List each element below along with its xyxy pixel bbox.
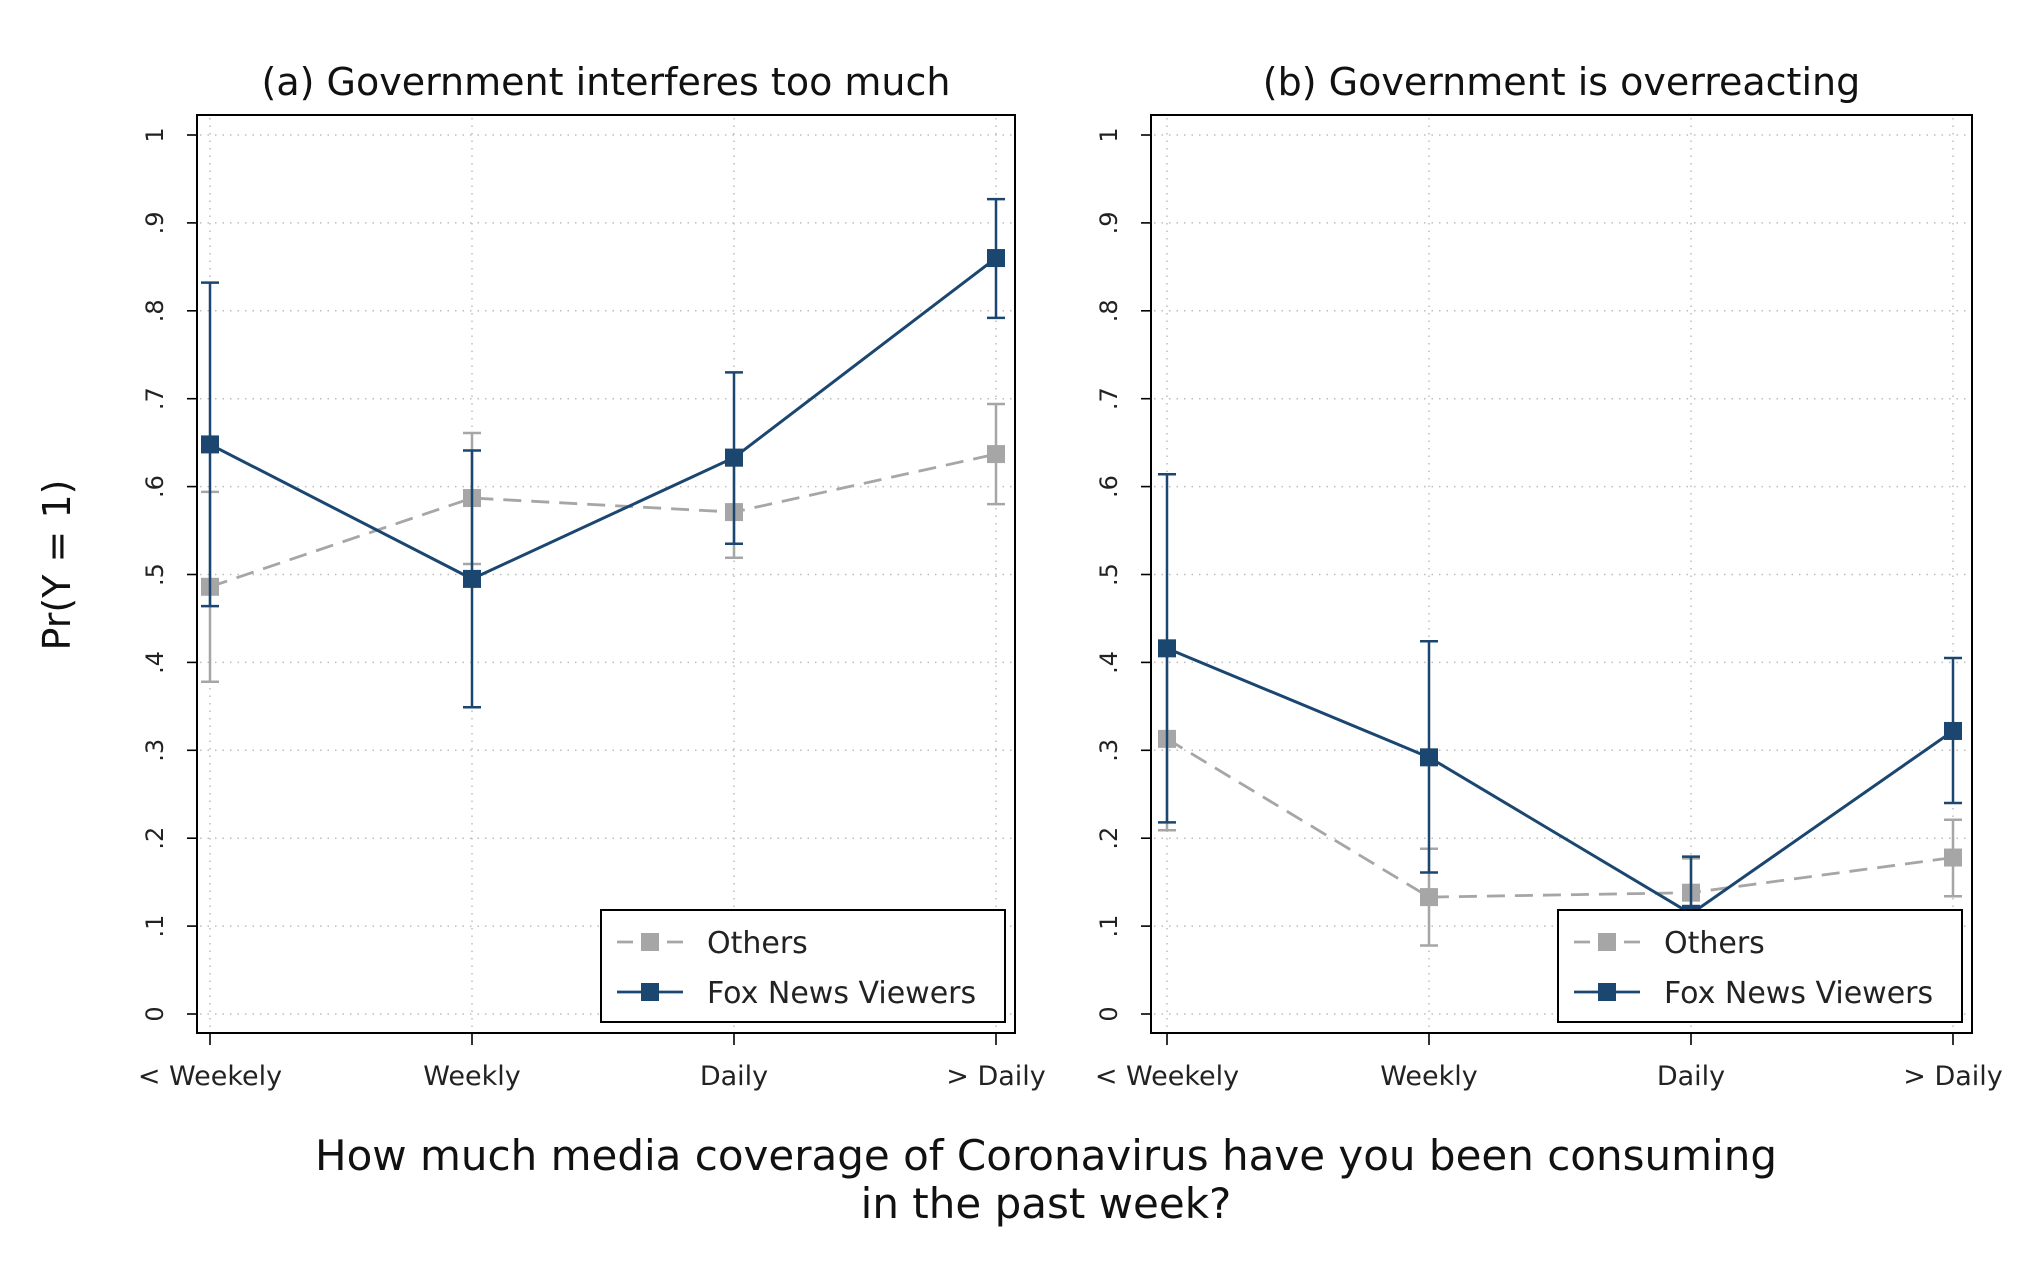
data-point <box>201 435 219 454</box>
panel-title: (b) Government is overreacting <box>1263 60 1860 104</box>
data-point <box>1158 639 1176 658</box>
legend-box <box>1557 909 1963 1023</box>
y-tick-label: .4 <box>141 651 169 674</box>
legend-box <box>600 909 1006 1023</box>
y-tick-label: 1 <box>141 127 169 142</box>
y-tick-label: .9 <box>1095 211 1123 234</box>
series-others <box>201 402 1005 683</box>
y-tick-label: .5 <box>1095 563 1123 586</box>
y-tick-label: .8 <box>141 299 169 322</box>
legend-marker <box>641 983 659 1001</box>
y-tick-label: .8 <box>1095 299 1123 322</box>
x-tick-label: Weekly <box>1380 1061 1477 1092</box>
series-fox-news-viewers <box>201 197 1005 709</box>
y-tick-label: .3 <box>141 739 169 762</box>
x-tick-label: > Daily <box>946 1061 1046 1092</box>
x-tick-label: < Weekely <box>138 1061 282 1092</box>
y-tick-label: .7 <box>141 387 169 410</box>
data-point <box>1420 888 1438 907</box>
data-point <box>1944 721 1962 740</box>
x-tick-label: < Weekely <box>1095 1061 1239 1092</box>
panel-government-overreacting: 0 .1 .2 .3 .4 .5 .6 .7 .8 .9 1 < Weekely Weekly Daily… <box>1095 60 2003 1092</box>
y-tick-label: .2 <box>1095 827 1123 850</box>
y-tick-label: .6 <box>1095 475 1123 498</box>
y-tick-label: .2 <box>141 827 169 850</box>
series-line <box>209 256 997 581</box>
legend-marker <box>1598 983 1616 1001</box>
y-tick-label: .9 <box>141 211 169 234</box>
x-tick-label: Weekly <box>423 1061 520 1092</box>
legend-marker <box>1598 933 1616 951</box>
series-line <box>1166 646 1954 916</box>
x-tick-label: > Daily <box>1903 1061 2003 1092</box>
legend-marker <box>641 933 659 951</box>
y-tick-label: .1 <box>1095 915 1123 938</box>
x-axis-label-line1: How much media coverage of Coronavirus h… <box>315 1131 1777 1180</box>
data-point <box>463 569 481 588</box>
data-point <box>1944 848 1962 867</box>
panel-government-interferes: 0 .1 .2 .3 .4 .5 .6 .7 .8 .9 1 < Weekely Weekly Daily… <box>138 60 1046 1092</box>
data-point <box>987 249 1005 268</box>
x-tick-label: Daily <box>700 1061 768 1092</box>
legend: Others Fox News Viewers <box>600 909 1006 1023</box>
y-axis-label: Pr(Y = 1) <box>35 480 79 651</box>
data-point <box>1420 748 1438 767</box>
legend: Others Fox News Viewers <box>1557 909 1963 1023</box>
y-tick-label: 0 <box>1095 1006 1123 1021</box>
data-point <box>725 448 743 467</box>
series-others <box>1158 645 1962 947</box>
data-point <box>987 445 1005 464</box>
legend-label: Others <box>1664 926 1765 961</box>
panel-title: (a) Government interferes too much <box>262 60 951 104</box>
legend-label: Others <box>707 926 808 961</box>
y-tick-label: .6 <box>141 475 169 498</box>
y-tick-label: 0 <box>141 1006 169 1021</box>
y-tick-label: .1 <box>141 915 169 938</box>
x-axis-label-line2: in the past week? <box>861 1179 1232 1228</box>
legend-label: Fox News Viewers <box>707 976 976 1011</box>
series-line <box>209 452 997 589</box>
y-tick-label: .4 <box>1095 651 1123 674</box>
legend-label: Fox News Viewers <box>1664 976 1933 1011</box>
y-tick-label: .7 <box>1095 387 1123 410</box>
y-tick-label: .5 <box>141 563 169 586</box>
x-tick-label: Daily <box>1657 1061 1725 1092</box>
y-tick-label: .3 <box>1095 739 1123 762</box>
y-tick-label: 1 <box>1095 127 1123 142</box>
series-line <box>1166 737 1954 899</box>
